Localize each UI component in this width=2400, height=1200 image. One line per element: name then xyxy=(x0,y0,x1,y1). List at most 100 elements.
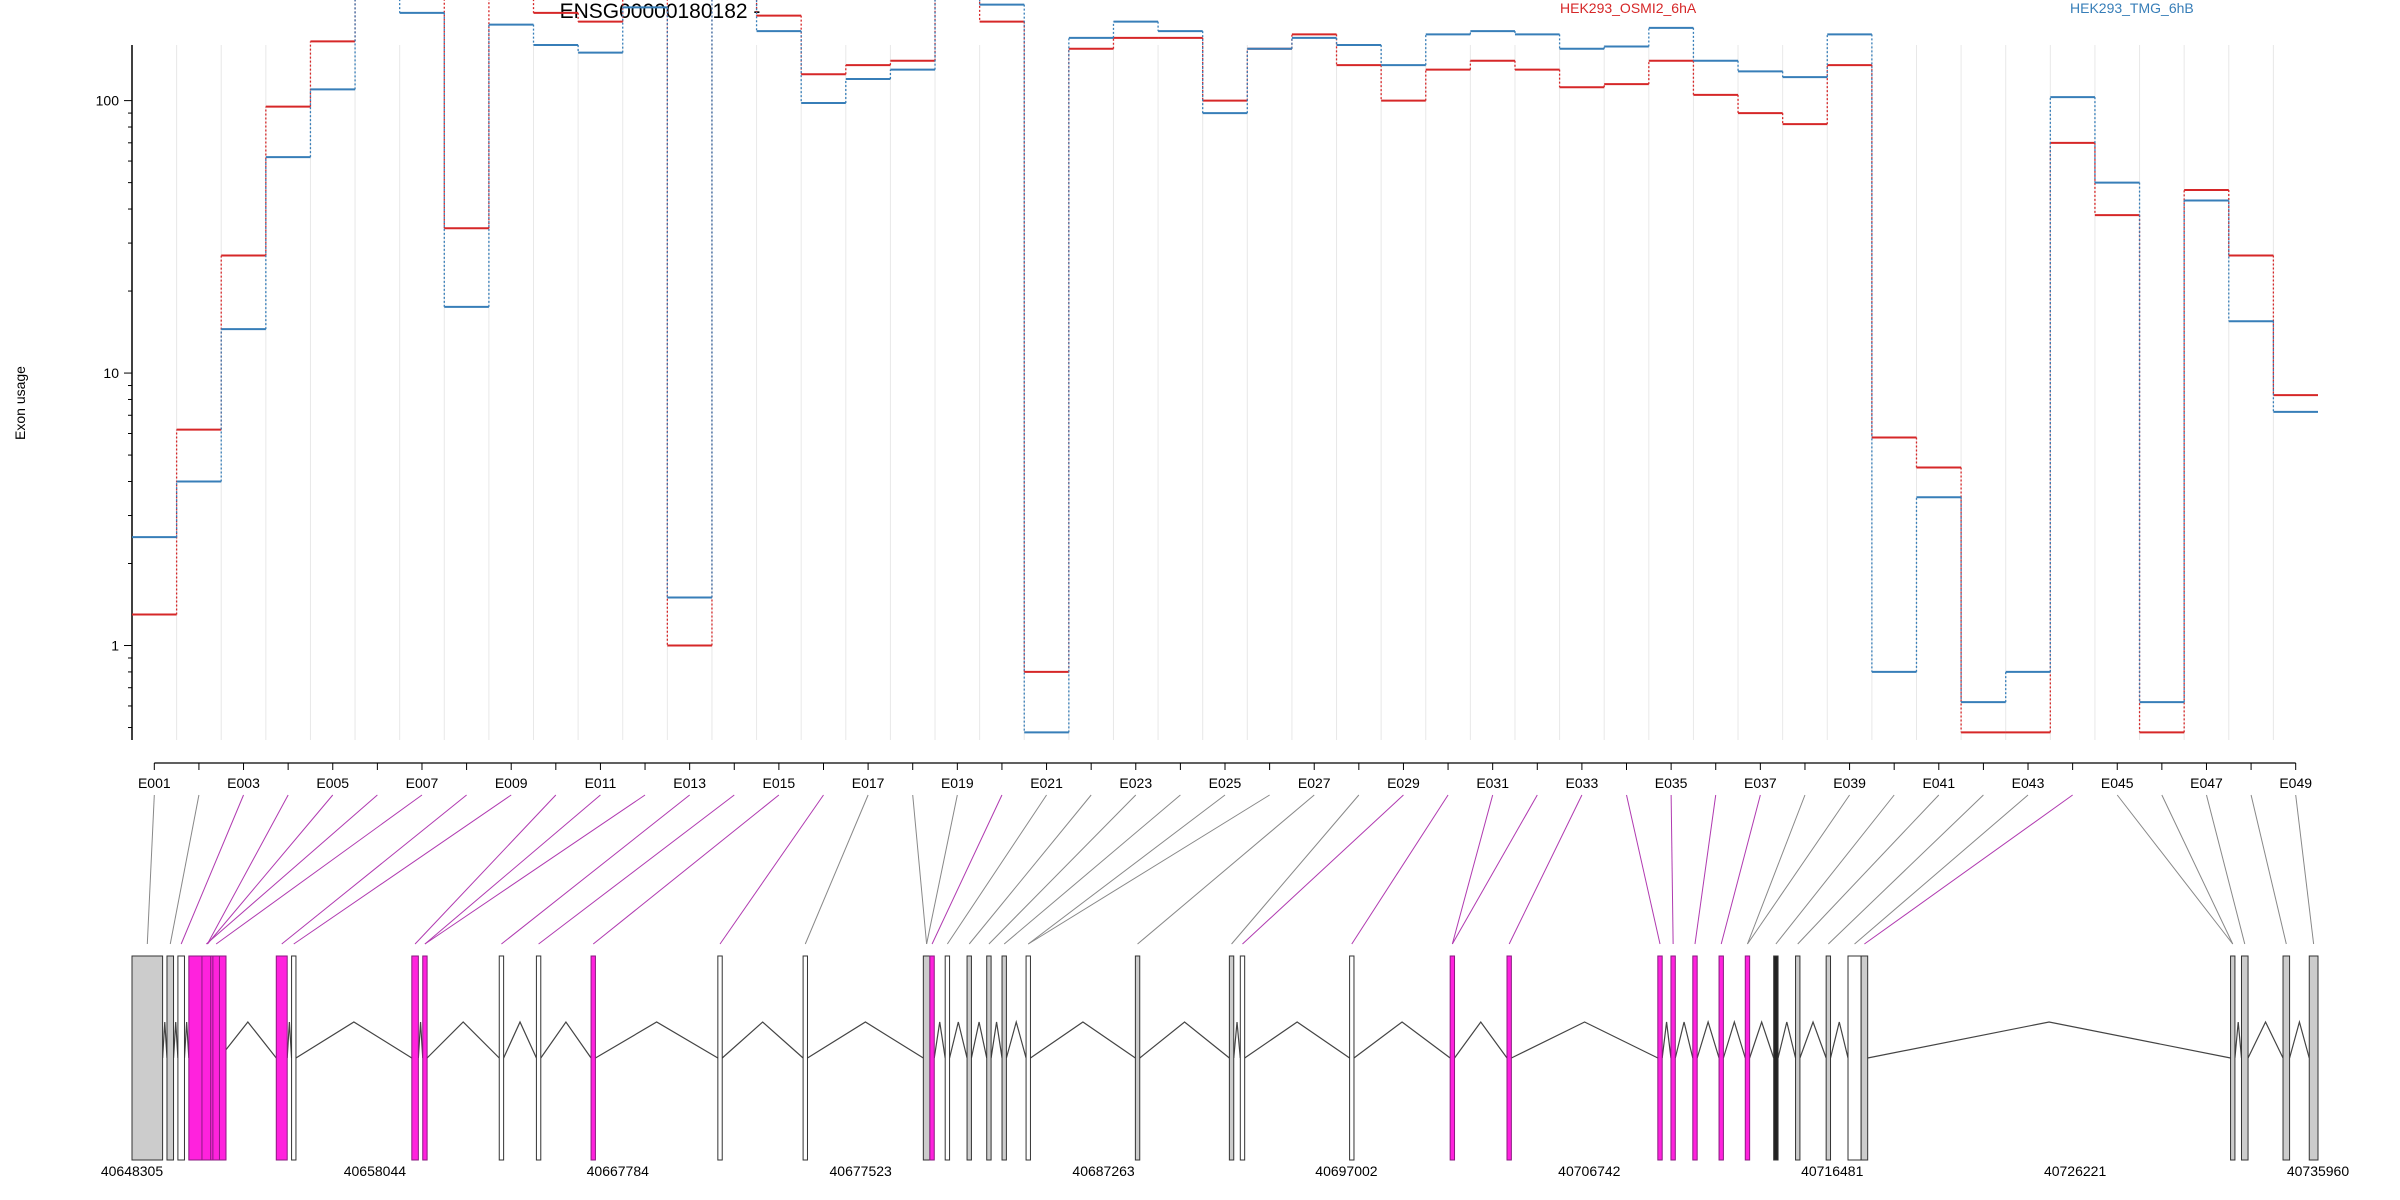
intron-line xyxy=(1829,1021,1849,1059)
exon-connector-line xyxy=(207,794,334,945)
x-tick-label: E045 xyxy=(2101,775,2134,791)
genome-coordinate-label: 40726221 xyxy=(2044,1163,2107,1179)
x-tick-label: E047 xyxy=(2190,775,2223,791)
exon-block xyxy=(201,955,212,1161)
exon-connector-line xyxy=(946,794,1047,945)
x-tick-label: E031 xyxy=(1476,775,1509,791)
exon-connector-line xyxy=(968,794,1092,945)
exon-connector-line xyxy=(1827,794,1984,945)
intron-line xyxy=(948,1021,968,1059)
y-tick-label: 1 xyxy=(111,638,119,654)
x-tick-label: E001 xyxy=(138,775,171,791)
exon-block xyxy=(1860,955,1869,1161)
exon-connector-line xyxy=(1231,794,1360,945)
intron-line xyxy=(503,1020,537,1059)
exon-connector-line xyxy=(592,794,780,945)
genome-coordinate-label: 40667784 xyxy=(587,1163,650,1179)
x-tick-label: E017 xyxy=(852,775,885,791)
exon-connector-line xyxy=(501,794,690,945)
x-tick-label: E007 xyxy=(406,775,439,791)
exon-block xyxy=(177,955,185,1161)
exon-connector-line xyxy=(2250,794,2287,945)
exon-block xyxy=(2240,955,2249,1161)
exon-connector-line xyxy=(1864,794,2073,945)
legend-entry-tmg: HEK293_TMG_6hB xyxy=(2070,0,2194,16)
intron-line xyxy=(2289,1019,2310,1059)
exon-block xyxy=(166,955,175,1161)
intron-line xyxy=(1233,1021,1241,1059)
exon-connector-line xyxy=(424,794,601,945)
exon-connector-line xyxy=(1626,794,1661,945)
intron-line xyxy=(2234,1021,2243,1059)
exon-block xyxy=(1773,955,1779,1161)
intron-line xyxy=(1005,1019,1027,1059)
exon-block xyxy=(1025,955,1031,1161)
x-tick-label: E011 xyxy=(585,775,617,791)
intron-line xyxy=(1353,1021,1451,1059)
exon-connector-line xyxy=(988,794,1137,945)
intron-line xyxy=(1511,1021,1659,1059)
exon-block xyxy=(1744,955,1751,1161)
x-tick-label: E037 xyxy=(1744,775,1777,791)
x-tick-label: E009 xyxy=(495,775,528,791)
exon-block xyxy=(212,955,220,1161)
exon-block xyxy=(2308,955,2319,1161)
x-tick-label: E035 xyxy=(1655,775,1688,791)
exon-connector-line xyxy=(1747,794,1850,945)
exon-connector-line xyxy=(538,794,735,945)
exon-block xyxy=(1718,955,1724,1161)
exon-connector-line xyxy=(1027,794,1226,945)
x-tick-label: E015 xyxy=(763,775,796,791)
intron-line xyxy=(595,1021,719,1059)
exon-connector-line xyxy=(2295,794,2315,945)
intron-line xyxy=(1030,1021,1136,1059)
exon-connector-line xyxy=(180,794,244,945)
genome-coordinate-label: 40677523 xyxy=(830,1163,893,1179)
exon-connector-line xyxy=(804,794,869,945)
x-tick-label: E033 xyxy=(1566,775,1599,791)
exon-block xyxy=(1657,955,1663,1161)
exon-block xyxy=(1670,955,1676,1161)
x-tick-label: E005 xyxy=(316,775,349,791)
x-tick-label: E025 xyxy=(1209,775,1242,791)
chart-title: ENSG00000180182 - xyxy=(559,0,761,23)
intron-line xyxy=(1799,1020,1827,1059)
intron-line xyxy=(1661,1021,1672,1059)
exon-connector-line xyxy=(281,794,467,945)
exon-block xyxy=(535,955,542,1161)
x-tick-label: E013 xyxy=(673,775,706,791)
x-tick-label: E039 xyxy=(1833,775,1866,791)
exon-connector-line xyxy=(1694,794,1717,945)
exon-block xyxy=(291,955,297,1161)
intron-line xyxy=(1722,1019,1746,1059)
exon-connector-line xyxy=(1351,794,1449,945)
exon-block xyxy=(1449,955,1456,1161)
exon-connector-line xyxy=(2161,794,2234,945)
exon-connector-line xyxy=(2116,794,2234,945)
intron-line xyxy=(218,1021,277,1059)
intron-line xyxy=(1777,1021,1797,1059)
exon-connector-line xyxy=(205,794,378,945)
exon-block xyxy=(1134,955,1141,1161)
intron-line xyxy=(417,1021,424,1059)
exon-block xyxy=(944,955,951,1161)
intron-line xyxy=(183,1021,190,1059)
exon-block xyxy=(2230,955,2236,1161)
x-tick-label: E027 xyxy=(1298,775,1331,791)
intron-line xyxy=(1696,1019,1720,1059)
genome-coordinate-label: 40716481 xyxy=(1801,1163,1864,1179)
exon-connector-line xyxy=(1854,794,2029,945)
exon-connector-line xyxy=(1451,794,1538,945)
exon-block xyxy=(1825,955,1832,1161)
exon-block xyxy=(1847,955,1862,1161)
intron-line xyxy=(933,1021,946,1059)
exon-block xyxy=(1239,955,1246,1161)
x-tick-label: E041 xyxy=(1922,775,1955,791)
x-tick-label: E003 xyxy=(227,775,260,791)
intron-line xyxy=(162,1021,168,1059)
exon-connector-line xyxy=(1797,794,1940,945)
x-tick-label: E049 xyxy=(2279,775,2312,791)
exon-connector-line xyxy=(169,794,200,945)
exon-connector-line xyxy=(1137,794,1315,945)
